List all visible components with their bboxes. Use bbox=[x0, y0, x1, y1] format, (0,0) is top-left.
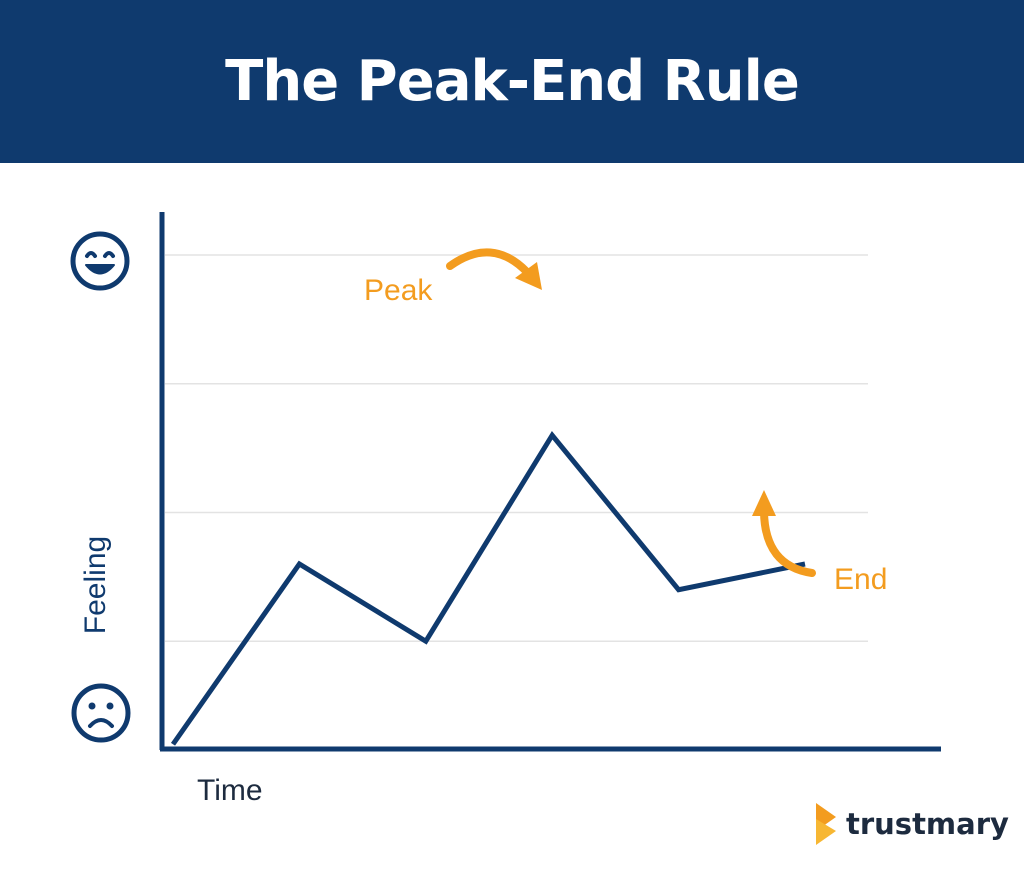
trustmary-logo-icon bbox=[816, 803, 836, 845]
happy-face-icon bbox=[70, 231, 130, 291]
title-banner: The Peak-End Rule bbox=[0, 0, 1024, 163]
end-arrow-icon bbox=[752, 490, 816, 577]
brand-name: trustmary bbox=[846, 807, 1009, 841]
gridlines bbox=[165, 254, 868, 642]
end-annotation-label: End bbox=[834, 563, 887, 596]
y-axis-label: Feeling bbox=[79, 536, 112, 634]
trustmary-brand: trustmary bbox=[816, 802, 1009, 846]
x-axis-label: Time bbox=[197, 774, 263, 807]
feeling-line bbox=[170, 430, 806, 746]
peak-arrow-icon bbox=[446, 248, 542, 290]
peak-annotation-label: Peak bbox=[364, 274, 433, 307]
page-title: The Peak-End Rule bbox=[225, 49, 800, 114]
sad-face-icon bbox=[71, 683, 131, 743]
series-group bbox=[170, 430, 806, 746]
